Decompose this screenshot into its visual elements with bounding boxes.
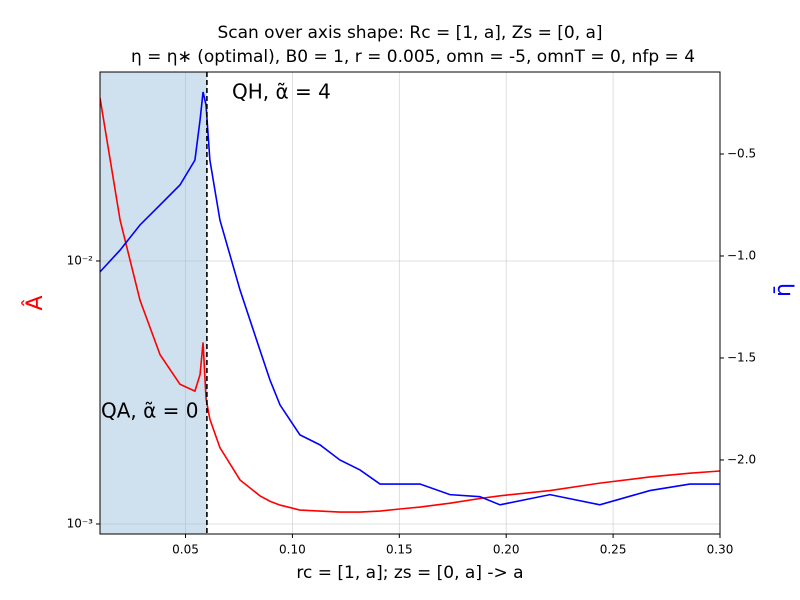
annotation: QH, α̃ = 4: [232, 80, 331, 104]
x-axis-label: rc = [1, a]; zs = [0, a] -> a: [296, 563, 523, 583]
series-line: [100, 97, 720, 513]
x-tick-label: 0.20: [493, 543, 520, 557]
y2-axis-label: η̄: [771, 283, 796, 297]
chart-title: Scan over axis shape: Rc = [1, a], Zs = …: [217, 23, 602, 43]
x-tick-label: 0.05: [172, 543, 199, 557]
y-tick-label: 10⁻³: [67, 516, 94, 530]
plot-clip: [100, 91, 720, 513]
plot-frame: [99, 71, 721, 535]
x-tick-label: 0.15: [386, 543, 413, 557]
y-tick-label: 10⁻²: [67, 253, 94, 267]
shaded-region: [100, 72, 207, 534]
x-tick-label: 0.30: [707, 543, 734, 557]
y2-tick-label: −1.0: [727, 248, 756, 262]
y2-tick-label: −0.5: [727, 146, 756, 160]
series-line: [100, 91, 720, 506]
x-tick-label: 0.25: [600, 543, 627, 557]
y-axis-label: Â: [22, 295, 48, 310]
y2-tick-label: −1.5: [727, 350, 756, 364]
annotation: QA, α̃ = 0: [101, 399, 199, 423]
x-tick-label: 0.10: [279, 543, 306, 557]
y2-tick-label: −2.0: [727, 452, 756, 466]
chart-subtitle: η = η∗ (optimal), B0 = 1, r = 0.005, omn…: [131, 47, 695, 67]
